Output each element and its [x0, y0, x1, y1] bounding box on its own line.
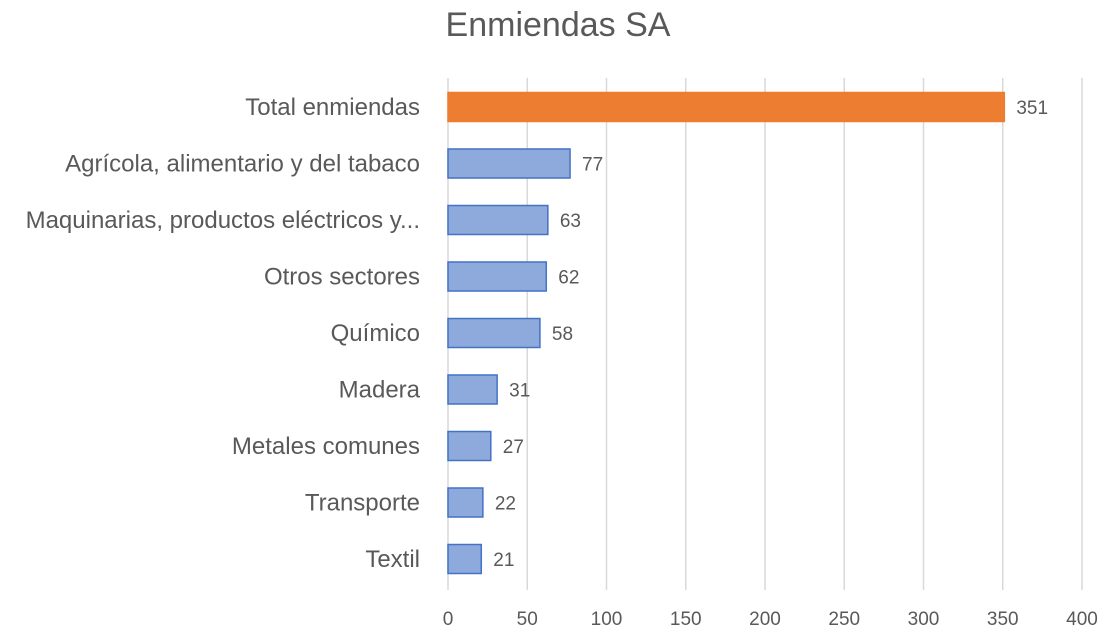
category-labels: Total enmiendas Agrícola, alimentario y d… — [26, 94, 421, 573]
bar — [447, 261, 548, 292]
category-label: Transporte — [305, 490, 420, 517]
bars — [447, 91, 1006, 575]
bar — [447, 487, 484, 518]
x-tick-label: 0 — [443, 609, 454, 630]
value-labels: 351 77 63 62 58 31 27 22 21 — [493, 98, 1048, 571]
x-tick-label: 350 — [987, 609, 1019, 630]
bar — [447, 317, 541, 349]
bar — [447, 374, 498, 405]
bar — [447, 204, 549, 236]
category-label: Maquinarias, productos eléctricos y... — [26, 207, 420, 234]
x-tick-label: 100 — [591, 609, 623, 630]
category-label: Agrícola, alimentario y del tabaco — [65, 151, 420, 178]
category-label: Madera — [339, 377, 421, 404]
bar — [447, 91, 1006, 123]
category-label: Metales comunes — [232, 433, 420, 460]
bar — [447, 430, 492, 462]
category-label: Químico — [331, 320, 420, 347]
x-axis-ticks: 0 50 100 150 200 250 300 350 400 — [443, 609, 1098, 630]
x-tick-label: 250 — [828, 609, 860, 630]
chart-title: Enmiendas SA — [446, 6, 671, 44]
value-label: 62 — [558, 268, 579, 289]
category-label: Otros sectores — [264, 264, 420, 291]
x-tick-label: 50 — [517, 609, 538, 630]
bar — [447, 543, 483, 575]
value-label: 77 — [582, 155, 603, 176]
value-label: 58 — [552, 324, 573, 345]
category-label: Textil — [365, 546, 420, 573]
value-label: 351 — [1016, 98, 1048, 119]
bar — [447, 148, 571, 179]
category-label: Total enmiendas — [245, 94, 420, 121]
x-tick-label: 400 — [1066, 609, 1098, 630]
x-tick-label: 300 — [908, 609, 940, 630]
x-tick-label: 150 — [670, 609, 702, 630]
value-label: 63 — [560, 211, 581, 232]
value-label: 31 — [509, 381, 530, 402]
value-label: 21 — [493, 550, 514, 571]
x-tick-label: 200 — [749, 609, 781, 630]
value-label: 22 — [495, 494, 516, 515]
value-label: 27 — [503, 437, 524, 458]
